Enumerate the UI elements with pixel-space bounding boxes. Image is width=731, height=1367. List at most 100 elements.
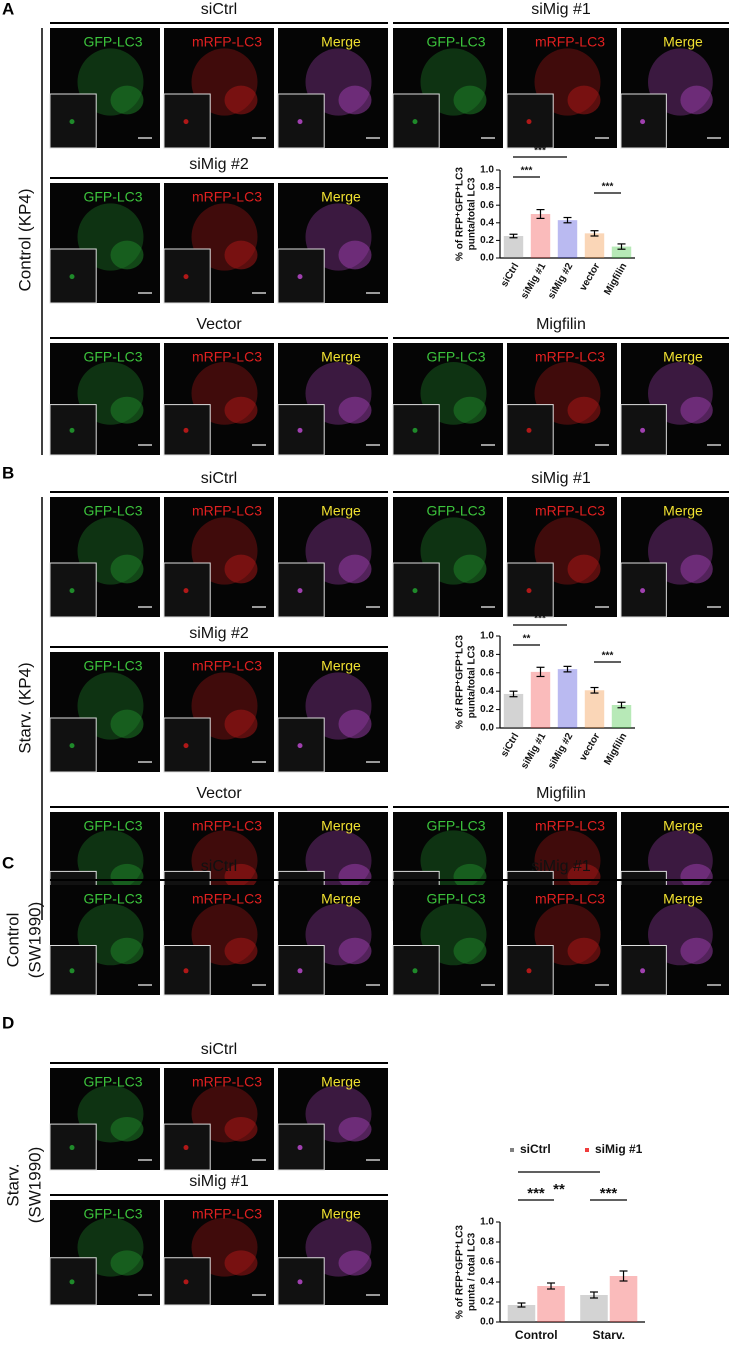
- inset: [392, 404, 440, 456]
- channel-label: Merge: [663, 34, 703, 50]
- cell-signal: [224, 1116, 258, 1142]
- cell-signal: [110, 863, 144, 890]
- group-title: siCtrl: [201, 858, 237, 875]
- inset-puncta: [183, 588, 189, 594]
- cell-signal: [567, 937, 601, 965]
- channel-label: Merge: [321, 34, 361, 50]
- group-title: siCtrl: [201, 1041, 237, 1058]
- cell-signal: [110, 937, 144, 965]
- channel-label: Merge: [321, 503, 361, 519]
- cell-signal: [110, 396, 144, 424]
- cell-signal: [338, 709, 372, 739]
- cell-signal: [224, 937, 258, 965]
- channel-label: mRFP-LC3: [535, 891, 605, 907]
- significance-label: **: [553, 1181, 565, 1198]
- cell-signal: [453, 554, 487, 584]
- cell-signal: [110, 85, 144, 115]
- cell-signal: [338, 1250, 372, 1276]
- significance-label: ***: [521, 166, 533, 177]
- y-tick-label: 0.6: [480, 200, 494, 211]
- y-tick-label: 1.0: [480, 1217, 494, 1228]
- y-tick-label: 0.6: [480, 1257, 494, 1268]
- group-title: siMig #1: [189, 1173, 249, 1190]
- channel-label: Merge: [663, 503, 703, 519]
- legend-label: siCtrl: [520, 1142, 551, 1156]
- bar: [530, 214, 551, 258]
- inset-puncta: [640, 427, 646, 433]
- y-tick-label: 0.4: [480, 217, 494, 228]
- channel-label: mRFP-LC3: [535, 34, 605, 50]
- y-axis-label: % of RFP⁺GFP⁺LC3: [455, 1225, 466, 1319]
- group-title: Migfilin: [536, 785, 586, 802]
- group-title: siCtrl: [201, 470, 237, 487]
- inset-puncta: [297, 743, 303, 749]
- inset-puncta: [412, 588, 418, 594]
- bar: [557, 669, 578, 728]
- inset-puncta: [69, 588, 75, 594]
- significance-label: **: [523, 634, 531, 645]
- bar: [611, 705, 632, 728]
- channel-label: mRFP-LC3: [192, 349, 262, 365]
- cell-signal: [567, 396, 601, 424]
- cell-signal: [680, 554, 713, 584]
- inset-puncta: [69, 743, 75, 749]
- channel-label: Merge: [321, 658, 361, 674]
- inset: [277, 562, 325, 618]
- y-tick-label: 0.8: [480, 649, 494, 660]
- bar: [611, 246, 632, 258]
- inset-puncta: [297, 968, 303, 974]
- group-title: siMig #1: [531, 470, 591, 487]
- cell-signal: [224, 240, 258, 270]
- significance-label: ***: [534, 146, 546, 157]
- channel-label: Merge: [663, 349, 703, 365]
- cell-signal: [453, 937, 487, 965]
- bar: [503, 693, 524, 728]
- channel-label: GFP-LC3: [83, 34, 142, 50]
- cell-signal: [338, 85, 372, 115]
- cell-signal: [224, 709, 258, 739]
- inset-puncta: [297, 1145, 303, 1151]
- panel-letter: C: [2, 853, 14, 872]
- cell-signal: [224, 1250, 258, 1276]
- significance-label: ***: [602, 182, 614, 193]
- inset-puncta: [69, 119, 75, 125]
- channel-label: mRFP-LC3: [535, 349, 605, 365]
- inset-puncta: [640, 968, 646, 974]
- row-label: (SW1990): [25, 902, 44, 979]
- channel-label: mRFP-LC3: [192, 818, 262, 834]
- cell-signal: [110, 709, 144, 739]
- y-axis-label: % of RFP⁺GFP⁺LC3: [455, 635, 466, 729]
- channel-label: Merge: [663, 891, 703, 907]
- inset-puncta: [412, 427, 418, 433]
- group-title: siMig #1: [531, 1, 591, 18]
- inset-puncta: [69, 968, 75, 974]
- significance-label: ***: [600, 1185, 618, 1202]
- panel-letter: A: [2, 0, 14, 18]
- channel-label: GFP-LC3: [426, 818, 485, 834]
- inset-puncta: [526, 119, 532, 125]
- y-tick-label: 1.0: [480, 631, 494, 642]
- cell-signal: [680, 85, 713, 115]
- group-title: siCtrl: [201, 1, 237, 18]
- cell-signal: [680, 863, 713, 890]
- y-tick-label: 0.0: [480, 723, 494, 734]
- bar: [557, 220, 578, 258]
- row-label: Starv. (KP4): [15, 662, 34, 753]
- cell-signal: [680, 396, 713, 424]
- channel-label: GFP-LC3: [426, 34, 485, 50]
- y-tick-label: 0.8: [480, 182, 494, 193]
- significance-label: ***: [534, 614, 546, 625]
- cell-signal: [567, 85, 601, 115]
- channel-label: GFP-LC3: [83, 658, 142, 674]
- group-title: siMig #1: [531, 858, 591, 875]
- row-label: Control (KP4): [15, 189, 34, 292]
- channel-label: Merge: [321, 818, 361, 834]
- group-title: Vector: [196, 785, 242, 802]
- legend-label: siMig #1: [595, 1142, 643, 1156]
- cell-signal: [110, 1250, 144, 1276]
- inset-puncta: [412, 968, 418, 974]
- channel-label: mRFP-LC3: [535, 503, 605, 519]
- inset-puncta: [640, 119, 646, 125]
- bar: [537, 1286, 565, 1322]
